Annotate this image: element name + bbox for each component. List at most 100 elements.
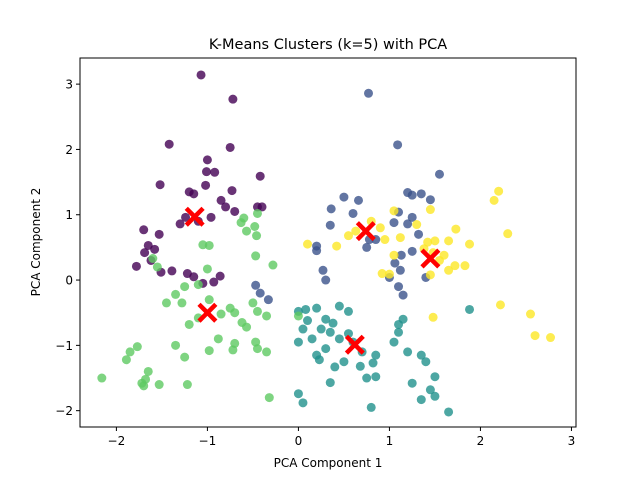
- centroid-marker: [420, 248, 441, 269]
- data-point: [451, 224, 461, 234]
- data-point: [121, 355, 131, 365]
- y-tick-label: 2: [65, 143, 73, 157]
- data-point: [263, 295, 273, 305]
- data-point: [307, 334, 317, 344]
- cluster-0-series: [131, 70, 267, 288]
- data-point: [184, 319, 194, 329]
- data-point: [177, 298, 187, 308]
- data-point: [423, 237, 433, 247]
- data-point: [389, 218, 399, 228]
- x-tick-label: −1: [199, 434, 217, 448]
- data-point: [393, 140, 403, 150]
- data-point: [362, 373, 372, 383]
- data-point: [251, 337, 261, 347]
- data-point: [425, 270, 435, 280]
- data-point: [293, 311, 303, 321]
- data-point: [216, 309, 226, 319]
- data-point: [414, 229, 424, 239]
- data-point: [181, 212, 191, 222]
- data-point: [303, 239, 313, 249]
- data-point: [251, 251, 261, 261]
- data-point: [303, 316, 313, 326]
- data-point: [489, 195, 499, 205]
- data-point: [465, 304, 475, 314]
- data-point: [143, 240, 153, 250]
- data-point: [321, 314, 331, 324]
- x-tick-label: 0: [295, 434, 303, 448]
- data-point: [339, 192, 349, 202]
- data-point: [450, 261, 460, 271]
- chart-title: K-Means Clusters (k=5) with PCA: [209, 37, 447, 53]
- data-point: [206, 212, 216, 222]
- data-point: [495, 300, 505, 310]
- data-point: [377, 269, 387, 279]
- data-point: [140, 248, 150, 258]
- data-point: [204, 240, 214, 250]
- data-point: [348, 208, 358, 218]
- data-point: [298, 398, 308, 408]
- data-point: [375, 223, 385, 233]
- data-point: [416, 395, 426, 405]
- data-point: [154, 380, 164, 390]
- data-point: [389, 250, 399, 260]
- data-point: [396, 250, 406, 260]
- data-point: [180, 352, 190, 362]
- data-point: [416, 350, 426, 360]
- data-point: [407, 378, 417, 388]
- data-point: [164, 139, 174, 149]
- x-axis-title: PCA Component 1: [274, 456, 383, 470]
- data-point: [460, 261, 470, 271]
- data-point: [398, 290, 408, 300]
- data-point: [301, 304, 311, 314]
- data-point: [252, 231, 262, 241]
- data-point: [362, 242, 372, 252]
- data-point: [403, 219, 413, 229]
- y-axis-title: PCA Component 2: [29, 188, 43, 297]
- y-tick-label: 0: [65, 274, 73, 288]
- data-point: [368, 358, 378, 368]
- data-point: [209, 277, 219, 287]
- points-layer: [97, 70, 556, 417]
- y-tick-label: 3: [65, 78, 73, 92]
- data-point: [251, 280, 261, 290]
- data-point: [530, 331, 540, 341]
- data-point: [434, 169, 444, 179]
- x-tick-label: 2: [477, 434, 485, 448]
- data-point: [230, 206, 240, 216]
- data-point: [325, 220, 335, 230]
- data-point: [175, 219, 185, 229]
- data-point: [321, 344, 331, 354]
- data-point: [210, 167, 220, 177]
- data-point: [444, 407, 454, 417]
- data-point: [325, 327, 335, 337]
- data-point: [430, 372, 440, 382]
- data-point: [384, 269, 394, 279]
- centroid-marker: [197, 302, 218, 323]
- y-tick-label: −1: [55, 339, 73, 353]
- data-point: [171, 289, 181, 299]
- data-point: [161, 298, 171, 308]
- data-point: [293, 337, 303, 347]
- data-point: [318, 265, 328, 275]
- data-point: [412, 220, 422, 230]
- data-point: [407, 246, 417, 256]
- data-point: [430, 391, 440, 401]
- data-point: [312, 246, 322, 256]
- data-point: [353, 195, 363, 205]
- data-point: [155, 180, 165, 190]
- data-point: [204, 346, 214, 356]
- data-point: [316, 324, 326, 334]
- data-point: [314, 355, 324, 365]
- data-point: [425, 195, 435, 205]
- data-point: [494, 186, 504, 196]
- data-point: [395, 233, 405, 243]
- data-point: [390, 258, 400, 268]
- data-point: [154, 229, 164, 239]
- data-point: [351, 226, 361, 236]
- data-point: [395, 265, 405, 275]
- data-point: [343, 231, 353, 241]
- data-point: [366, 402, 376, 412]
- data-point: [394, 327, 404, 337]
- data-point: [201, 180, 211, 190]
